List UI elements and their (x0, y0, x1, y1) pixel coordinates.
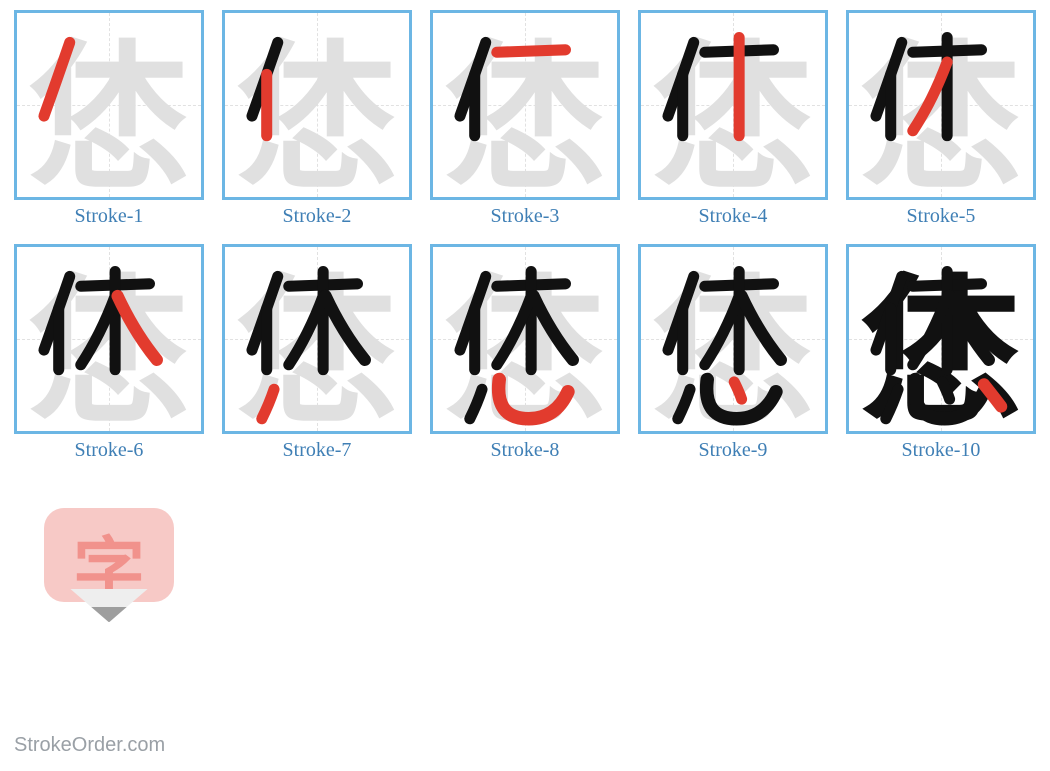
stroke-tile: 恷 (430, 244, 620, 434)
stroke-cell-10: 恷恷Stroke-10 (846, 244, 1036, 460)
ghost-character: 恷 (641, 13, 825, 197)
ghost-character: 恷 (849, 13, 1033, 197)
stroke-tile: 恷 (430, 10, 620, 200)
stroke-tile: 恷 (14, 244, 204, 434)
stroke-cell-6: 恷Stroke-6 (14, 244, 204, 460)
stroke-tile: 恷 (846, 10, 1036, 200)
ghost-character: 恷 (225, 247, 409, 431)
stroke-cell-7: 恷Stroke-7 (222, 244, 412, 460)
logo-tile: 字 (14, 478, 204, 668)
stroke-tile: 恷 (14, 10, 204, 200)
ghost-character: 恷 (641, 247, 825, 431)
stroke-cell-5: 恷Stroke-5 (846, 10, 1036, 226)
logo-label-spacer (107, 674, 112, 694)
stroke-tile: 恷恷 (846, 244, 1036, 434)
logo-cell: 字 (14, 478, 204, 694)
stroke-cell-4: 恷Stroke-4 (638, 10, 828, 226)
stroke-cell-9: 恷Stroke-9 (638, 244, 828, 460)
stroke-cell-2: 恷Stroke-2 (222, 10, 412, 226)
ghost-character: 恷 (433, 247, 617, 431)
stroke-cell-8: 恷Stroke-8 (430, 244, 620, 460)
stroke-grid: 恷Stroke-1恷Stroke-2恷Stroke-3恷Stroke-4恷Str… (14, 10, 1036, 694)
ghost-character: 恷 (17, 13, 201, 197)
watermark-text: StrokeOrder.com (14, 734, 165, 757)
ghost-character: 恷 (225, 13, 409, 197)
logo-bg: 字 (44, 508, 174, 602)
ghost-character: 恷 (17, 247, 201, 431)
full-character: 恷 (849, 247, 1033, 431)
ghost-character: 恷 (433, 13, 617, 197)
stroke-tile: 恷 (222, 10, 412, 200)
stroke-cell-1: 恷Stroke-1 (14, 10, 204, 226)
stroke-tile: 恷 (638, 10, 828, 200)
stroke-tile: 恷 (222, 244, 412, 434)
stroke-tile: 恷 (638, 244, 828, 434)
stroke-cell-3: 恷Stroke-3 (430, 10, 620, 226)
